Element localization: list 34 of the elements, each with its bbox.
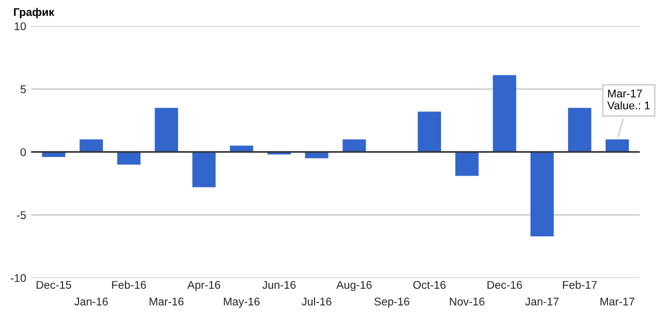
x-tick-label: Sep-16 — [374, 298, 410, 308]
x-tick-label: Dec-16 — [488, 280, 522, 289]
bar — [117, 152, 140, 165]
x-tick-label: Oct-16 — [413, 280, 446, 289]
bar — [154, 108, 178, 152]
bar — [568, 108, 592, 152]
x-tick-label: Jan-16 — [74, 298, 108, 306]
y-tick-label: -5 — [16, 211, 26, 220]
y-tick-label: -10 — [10, 274, 26, 282]
bar — [606, 139, 629, 152]
x-tick-label: Aug-16 — [336, 280, 372, 292]
x-tick-label: Jul-16 — [302, 297, 332, 306]
bar — [530, 152, 554, 236]
x-tick-label: Jun-16 — [262, 280, 296, 289]
bar — [418, 112, 442, 152]
bar — [342, 139, 366, 152]
annotation: Mar-17 Value.: 1 — [607, 90, 650, 110]
bar — [492, 75, 516, 152]
y-tick-label: 5 — [20, 85, 26, 94]
x-tick-label: Nov-16 — [450, 298, 484, 306]
chart-title: График — [14, 8, 54, 18]
x-tick-label: Feb-16 — [112, 280, 146, 289]
x-tick-label: Apr-16 — [187, 280, 220, 292]
bar — [80, 139, 103, 152]
y-tick-label: 0 — [20, 148, 26, 156]
x-tick-label: Mar-17 — [600, 298, 634, 306]
x-tick-label: May-16 — [224, 298, 260, 308]
x-tick-label: Dec-15 — [36, 281, 72, 289]
bar — [455, 152, 479, 176]
bar — [192, 152, 216, 188]
x-tick-label: Mar-16 — [150, 298, 184, 306]
x-tick-label: Jan-17 — [525, 298, 559, 306]
x-tick-label: Feb-17 — [562, 280, 597, 289]
y-tick-label: 10 — [14, 22, 26, 30]
